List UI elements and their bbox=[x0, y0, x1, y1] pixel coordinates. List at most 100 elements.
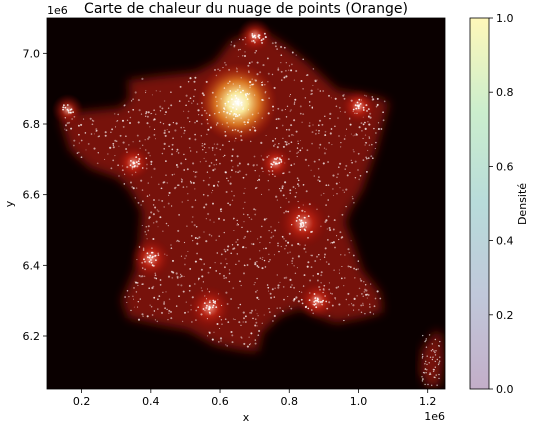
point bbox=[434, 351, 436, 354]
point bbox=[190, 150, 192, 152]
point bbox=[291, 224, 293, 226]
point bbox=[123, 104, 126, 107]
point bbox=[232, 114, 234, 116]
point bbox=[220, 253, 223, 256]
point bbox=[209, 177, 211, 179]
point bbox=[431, 348, 434, 351]
point bbox=[254, 187, 257, 190]
point bbox=[206, 171, 209, 173]
point bbox=[308, 124, 311, 127]
point bbox=[296, 156, 298, 158]
point bbox=[98, 135, 100, 137]
point bbox=[285, 69, 287, 72]
point bbox=[149, 155, 151, 157]
point bbox=[261, 117, 263, 119]
point bbox=[238, 86, 241, 88]
point bbox=[156, 320, 159, 323]
point bbox=[262, 158, 265, 161]
point bbox=[160, 187, 163, 190]
point bbox=[258, 329, 261, 333]
point bbox=[180, 275, 183, 278]
point bbox=[274, 229, 277, 232]
point bbox=[270, 236, 273, 239]
point bbox=[432, 356, 434, 358]
point bbox=[365, 104, 368, 107]
point bbox=[356, 101, 359, 104]
point bbox=[278, 250, 280, 253]
point bbox=[284, 141, 287, 143]
point bbox=[284, 108, 286, 111]
point bbox=[193, 283, 196, 285]
point bbox=[238, 131, 241, 133]
point bbox=[256, 265, 259, 267]
point bbox=[273, 314, 276, 318]
point bbox=[277, 117, 280, 120]
point bbox=[133, 165, 136, 168]
point bbox=[339, 111, 341, 113]
point bbox=[171, 174, 174, 176]
point bbox=[280, 161, 283, 163]
point bbox=[332, 188, 334, 190]
point bbox=[235, 241, 237, 243]
point bbox=[140, 204, 142, 206]
point bbox=[261, 41, 264, 44]
point bbox=[364, 127, 367, 130]
point bbox=[365, 289, 368, 292]
point bbox=[285, 210, 288, 213]
colorbar-gradient bbox=[470, 18, 489, 389]
point bbox=[354, 104, 357, 107]
point bbox=[289, 95, 291, 97]
point bbox=[338, 269, 340, 271]
point bbox=[348, 251, 351, 254]
point bbox=[130, 160, 132, 162]
point bbox=[237, 129, 240, 132]
point bbox=[200, 268, 203, 271]
point bbox=[109, 146, 112, 149]
point bbox=[421, 380, 424, 382]
point bbox=[155, 220, 158, 223]
point bbox=[198, 114, 200, 116]
point bbox=[359, 103, 362, 105]
point bbox=[430, 350, 433, 352]
point bbox=[351, 161, 353, 164]
point bbox=[318, 130, 320, 132]
point bbox=[348, 117, 351, 120]
colorbar-tick-label: 0.8 bbox=[496, 86, 514, 99]
point bbox=[311, 254, 313, 257]
point bbox=[356, 295, 358, 297]
point bbox=[209, 266, 212, 269]
point bbox=[223, 87, 226, 89]
point bbox=[371, 96, 374, 98]
point bbox=[301, 221, 304, 224]
point bbox=[223, 110, 225, 113]
point bbox=[227, 180, 230, 182]
point bbox=[96, 162, 99, 165]
point bbox=[216, 104, 218, 107]
point bbox=[344, 168, 346, 170]
point bbox=[337, 166, 340, 169]
point bbox=[206, 122, 209, 125]
point bbox=[288, 128, 291, 131]
point bbox=[183, 153, 185, 156]
point bbox=[301, 121, 303, 123]
point bbox=[231, 244, 234, 246]
point bbox=[262, 99, 265, 101]
point bbox=[251, 61, 253, 63]
point bbox=[288, 171, 291, 174]
point bbox=[220, 262, 222, 265]
point bbox=[304, 97, 306, 99]
point bbox=[112, 142, 115, 145]
point bbox=[235, 97, 238, 100]
point bbox=[370, 283, 372, 285]
point bbox=[227, 202, 229, 205]
point bbox=[235, 90, 237, 93]
point bbox=[375, 106, 378, 108]
point bbox=[355, 268, 358, 271]
point bbox=[191, 296, 194, 299]
point bbox=[275, 118, 278, 121]
point bbox=[308, 101, 311, 103]
point bbox=[285, 129, 288, 131]
point bbox=[295, 296, 298, 299]
point bbox=[145, 90, 147, 92]
point bbox=[276, 48, 278, 50]
